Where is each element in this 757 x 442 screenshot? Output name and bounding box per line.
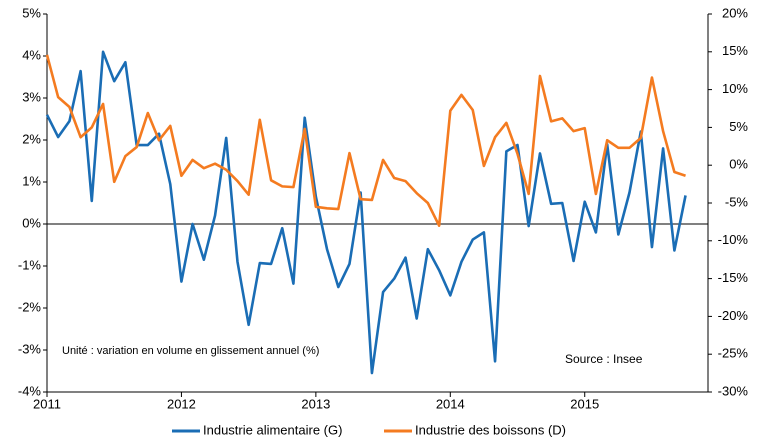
- x-tick-label: 2013: [301, 396, 330, 411]
- y-tick-label: 2%: [22, 131, 41, 146]
- y2-tick-label: -25%: [718, 346, 749, 361]
- y-tick-label: -3%: [18, 341, 42, 356]
- x-tick-label: 2014: [436, 396, 465, 411]
- y2-tick-label: -15%: [718, 270, 749, 285]
- x-tick-label: 2012: [167, 396, 196, 411]
- y2-tick-label: 20%: [722, 5, 748, 20]
- y2-tick-label: 10%: [722, 81, 748, 96]
- x-tick-label: 2011: [33, 396, 61, 411]
- y-tick-label: 1%: [22, 173, 41, 188]
- y-tick-label: -2%: [18, 299, 42, 314]
- line-series: [45, 50, 687, 375]
- y-tick-label: 5%: [22, 5, 41, 20]
- legend-label: Industrie des boissons (D): [415, 422, 566, 437]
- y2-tick-label: 0%: [729, 157, 748, 172]
- y2-tick-label: -10%: [718, 232, 749, 247]
- y2-tick-label: -30%: [718, 383, 749, 398]
- x-tick-label: 2015: [570, 396, 599, 411]
- y2-tick-label: -5%: [725, 194, 749, 209]
- line-series: [45, 54, 686, 227]
- y-tick-label: -4%: [18, 383, 42, 398]
- y-tick-label: 0%: [22, 215, 41, 230]
- y2-tick-label: 5%: [729, 119, 748, 134]
- legend-label: Industrie alimentaire (G): [203, 422, 342, 437]
- y-tick-label: 4%: [22, 47, 41, 62]
- y2-tick-label: 15%: [722, 43, 748, 58]
- annotation: Unité : variation en volume en glissemen…: [62, 345, 319, 357]
- annotation: Source : Insee: [565, 352, 643, 366]
- y-tick-label: -1%: [18, 257, 42, 272]
- y2-tick-label: -20%: [718, 308, 749, 323]
- y-tick-label: 3%: [22, 89, 41, 104]
